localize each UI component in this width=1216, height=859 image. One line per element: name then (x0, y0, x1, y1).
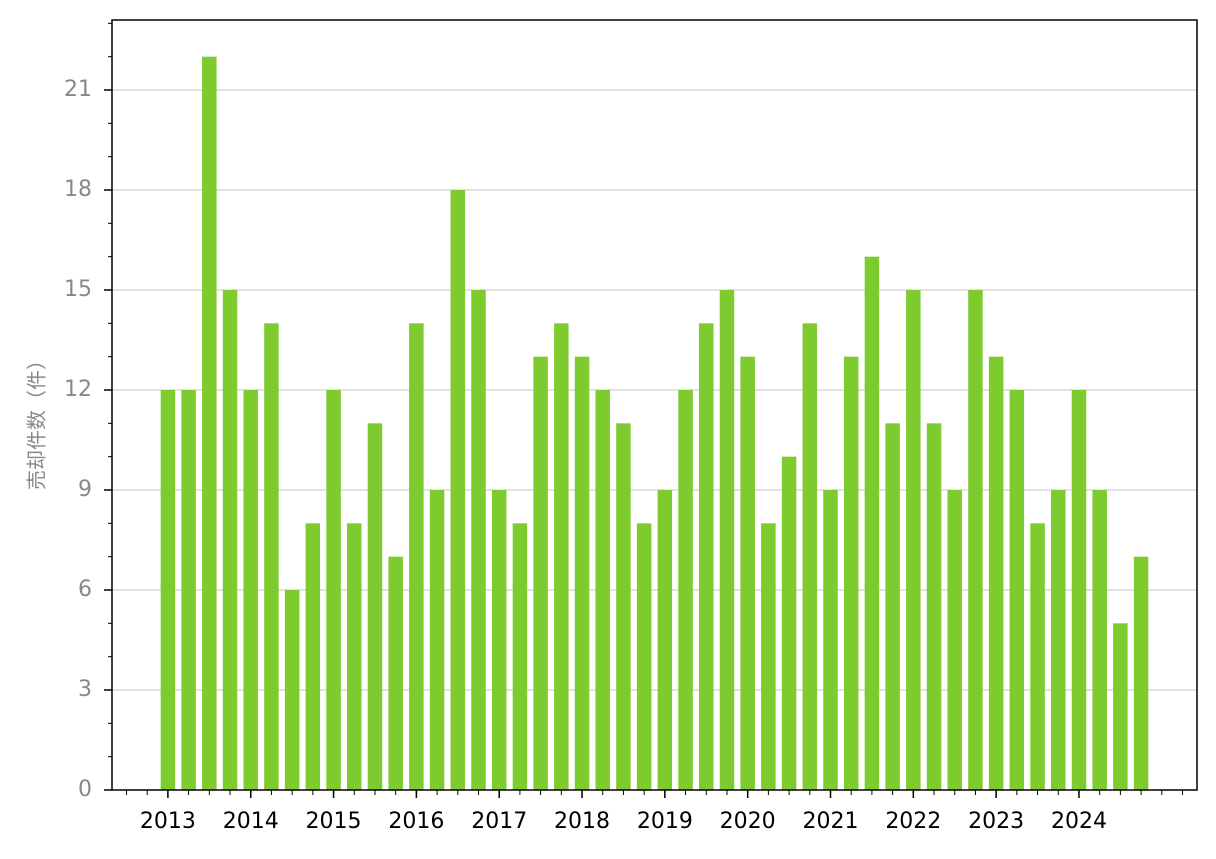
bar (347, 523, 362, 790)
bar (1051, 490, 1066, 790)
bar (885, 423, 900, 790)
bar (1092, 490, 1107, 790)
y-axis-label: 売却件数（件） (25, 350, 49, 490)
bar (740, 356, 755, 790)
x-tick-label: 2021 (803, 809, 859, 834)
y-tick-label: 6 (78, 577, 92, 602)
x-tick-label: 2022 (885, 809, 941, 834)
bar (616, 423, 631, 790)
bar (284, 590, 300, 790)
x-tick-label: 2013 (140, 809, 196, 834)
x-tick-label: 2017 (471, 809, 527, 834)
x-tick-label: 2015 (306, 809, 362, 834)
bar (968, 290, 983, 790)
x-tick-label: 2014 (223, 809, 279, 834)
y-tick-label: 3 (78, 677, 92, 702)
bar (326, 390, 341, 790)
bar (1030, 523, 1045, 790)
y-tick-label: 18 (64, 177, 92, 202)
bar (243, 390, 258, 790)
bar (781, 456, 797, 790)
bar (202, 56, 217, 790)
bar (409, 323, 424, 790)
bar (1113, 623, 1128, 790)
bar (595, 390, 610, 790)
x-tick-label: 2023 (968, 809, 1024, 834)
bar (1009, 390, 1025, 790)
bar (988, 356, 1004, 790)
bar (512, 523, 528, 790)
y-tick-label: 12 (64, 377, 92, 402)
bar (864, 256, 880, 791)
y-tick-label: 0 (78, 777, 92, 802)
bar (636, 523, 652, 790)
bar (367, 423, 383, 790)
bar (222, 290, 238, 790)
bar (491, 490, 507, 790)
bar (843, 356, 859, 790)
x-tick-label: 2016 (388, 809, 444, 834)
bar (181, 390, 196, 790)
bar (388, 556, 403, 790)
bar (906, 290, 921, 790)
bar (264, 323, 279, 790)
bar (761, 523, 776, 790)
bar (305, 523, 321, 790)
bar (719, 290, 735, 790)
bar (554, 323, 569, 790)
y-tick-label: 9 (78, 477, 92, 502)
bar (657, 490, 673, 790)
bar (429, 490, 445, 790)
y-tick-label: 15 (64, 277, 92, 302)
bar (1071, 390, 1087, 790)
bar (678, 390, 693, 790)
bar (926, 423, 942, 790)
bar (471, 290, 486, 790)
y-tick-label: 21 (64, 77, 92, 102)
bar (574, 356, 590, 790)
bar (160, 390, 176, 790)
bar (699, 323, 714, 790)
bar (1133, 556, 1149, 790)
x-tick-label: 2018 (554, 809, 610, 834)
x-tick-label: 2020 (720, 809, 776, 834)
bar (823, 490, 838, 790)
plot-frame (111, 19, 1198, 791)
bar (450, 190, 466, 790)
bar (947, 490, 962, 790)
x-tick-label: 2024 (1051, 809, 1107, 834)
bar (533, 356, 548, 790)
bar (802, 323, 818, 790)
x-tick-label: 2019 (637, 809, 693, 834)
